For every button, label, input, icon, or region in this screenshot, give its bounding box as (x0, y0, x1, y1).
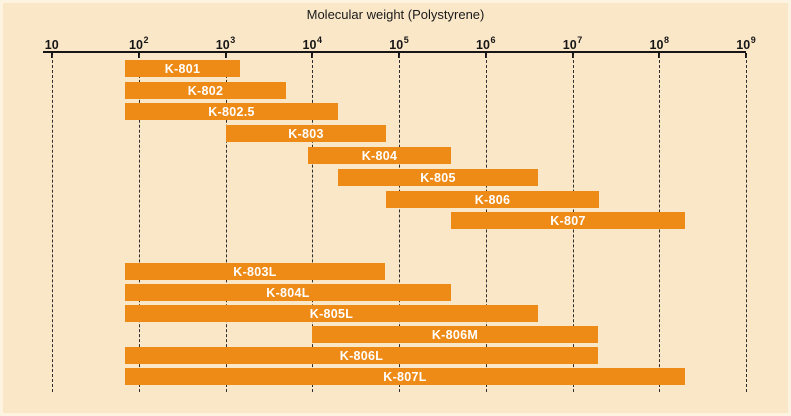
tick-exponent: 8 (663, 35, 669, 45)
tick-exponent: 2 (143, 35, 149, 45)
axis-tick-label: 104 (302, 33, 322, 53)
tick-base: 10 (562, 38, 577, 53)
tick-base: 10 (649, 38, 664, 53)
tick-exponent: 5 (403, 35, 409, 45)
bar-label: K-807 (550, 213, 586, 228)
bar-label: K-803L (233, 264, 277, 279)
x-axis-line (43, 51, 746, 53)
axis-tick-label: 108 (649, 33, 669, 53)
tick-exponent: 3 (230, 35, 236, 45)
gridline (399, 55, 400, 392)
tick-base: 10 (476, 38, 490, 53)
range-bar-K-803: K-803 (226, 125, 386, 142)
axis-tick-label: 103 (215, 33, 236, 53)
axis-tick-label: 102 (129, 33, 149, 53)
bar-label: K-803 (288, 126, 324, 141)
tick-base: 10 (129, 38, 143, 53)
tick-base: 10 (389, 38, 404, 53)
bar-label: K-806L (339, 348, 384, 363)
bar-label: K-802.5 (208, 104, 255, 119)
gridline (746, 55, 747, 392)
axis-tick-label: 10 (44, 33, 59, 53)
gridline (52, 55, 53, 392)
range-bar-K-802: K-802 (125, 82, 286, 99)
chart-title: Molecular weight (Polystyrene) (306, 7, 485, 22)
bar-label: K-804 (361, 148, 398, 163)
tick-base: 10 (736, 38, 751, 53)
bar-label: K-806M (431, 327, 479, 342)
axis-tick-label: 106 (476, 33, 496, 53)
axis-tick-label: 107 (562, 33, 583, 53)
range-bar-K-803L: K-803L (125, 263, 385, 280)
axis-tick-label: 109 (736, 33, 756, 53)
bar-label: K-806 (474, 192, 511, 207)
tick-exponent: 7 (577, 35, 583, 45)
bar-label: K-802 (187, 83, 224, 98)
tick-base: 10 (302, 38, 317, 53)
gridline (312, 55, 314, 392)
bar-label: K-807L (383, 369, 427, 384)
range-bar-K-805: K-805 (338, 169, 538, 186)
bar-label: K-804L (266, 285, 310, 300)
range-bar-K-806L: K-806L (125, 347, 598, 364)
axis-tick-label: 105 (389, 33, 409, 53)
range-bar-K-802.5: K-802.5 (125, 103, 338, 120)
range-bar-K-801: K-801 (125, 60, 240, 77)
range-bar-K-806: K-806 (386, 191, 599, 208)
tick-exponent: 9 (750, 35, 756, 45)
range-bar-K-804L: K-804L (125, 284, 451, 301)
range-bar-K-805L: K-805L (125, 305, 538, 322)
tick-base: 10 (44, 38, 59, 53)
range-bar-K-807L: K-807L (125, 368, 685, 385)
tick-exponent: 4 (316, 35, 322, 45)
bar-label: K-801 (164, 61, 201, 76)
tick-exponent: 6 (490, 35, 496, 45)
bar-label: K-805 (420, 170, 456, 185)
bar-label: K-805L (309, 306, 354, 321)
tick-base: 10 (215, 38, 230, 53)
range-bar-K-807: K-807 (451, 212, 685, 229)
range-bar-K-806M: K-806M (312, 326, 598, 343)
gridline (225, 55, 227, 392)
gridline (138, 55, 140, 392)
range-bar-K-804: K-804 (308, 147, 451, 164)
